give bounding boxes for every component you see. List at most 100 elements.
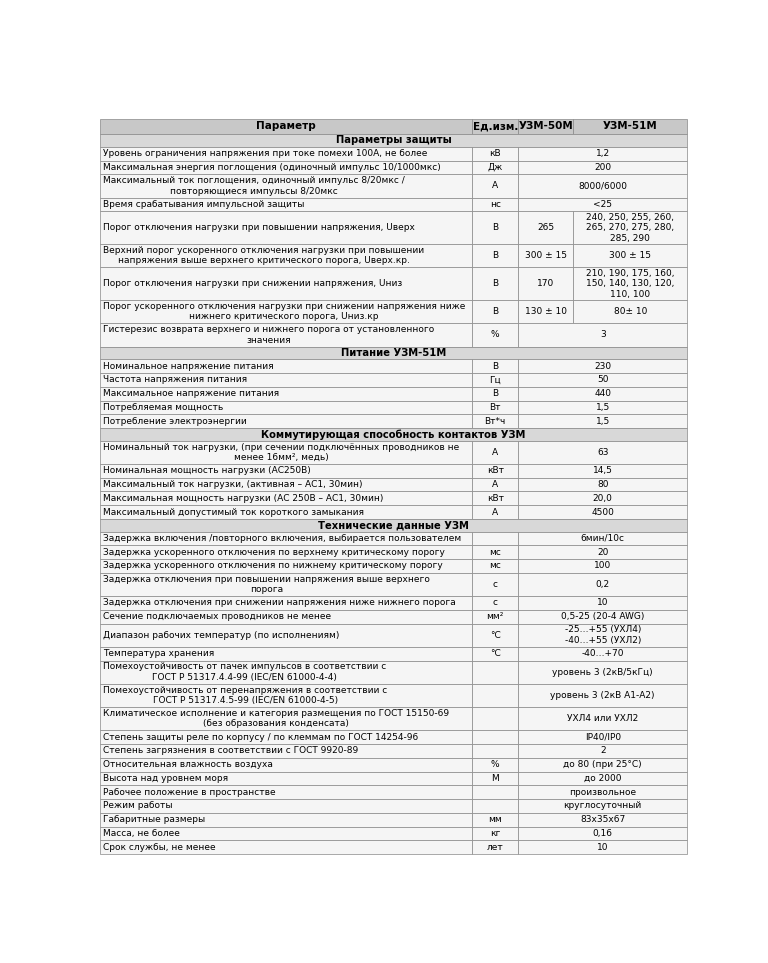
- Bar: [100, 441, 472, 464]
- Bar: [518, 464, 687, 478]
- Bar: [472, 478, 518, 491]
- Text: Вт*ч: Вт*ч: [485, 417, 506, 426]
- Text: 1,2: 1,2: [596, 149, 610, 158]
- Bar: [472, 841, 518, 854]
- Text: мс: мс: [489, 561, 502, 570]
- Bar: [100, 211, 472, 244]
- Text: Технические данные УЗМ: Технические данные УЗМ: [318, 520, 469, 531]
- Text: Коммутирующая способность контактов УЗМ: Коммутирующая способность контактов УЗМ: [261, 429, 526, 439]
- Bar: [100, 401, 472, 414]
- Bar: [518, 478, 687, 491]
- Text: 10: 10: [597, 598, 608, 608]
- Bar: [518, 118, 574, 134]
- Bar: [100, 464, 472, 478]
- Bar: [100, 373, 472, 387]
- Text: В: В: [492, 279, 498, 288]
- Text: 230: 230: [594, 362, 611, 371]
- Text: 4500: 4500: [591, 508, 614, 516]
- Text: 210, 190, 175, 160,
150, 140, 130, 120,
110, 100: 210, 190, 175, 160, 150, 140, 130, 120, …: [586, 269, 674, 299]
- Text: 50: 50: [597, 376, 608, 384]
- Text: Климатическое исполнение и категория размещения по ГОСТ 15150-69
(без образовани: Климатическое исполнение и категория раз…: [103, 709, 449, 728]
- Text: А: А: [492, 508, 498, 516]
- Bar: [518, 359, 687, 373]
- Text: до 80 (при 25°С): до 80 (при 25°С): [564, 760, 642, 769]
- Bar: [518, 441, 687, 464]
- Bar: [472, 758, 518, 771]
- Text: °С: °С: [490, 649, 501, 658]
- Text: уровень 3 (2кВ/5кГц): уровень 3 (2кВ/5кГц): [552, 667, 653, 677]
- Bar: [100, 730, 472, 744]
- Text: Потребляемая мощность: Потребляемая мощность: [103, 403, 223, 412]
- Bar: [100, 661, 472, 684]
- Text: %: %: [491, 330, 499, 340]
- Text: 14,5: 14,5: [593, 466, 613, 476]
- Bar: [472, 813, 518, 826]
- Bar: [518, 596, 687, 610]
- Text: 200: 200: [594, 163, 611, 172]
- Bar: [574, 211, 687, 244]
- Text: УЗМ-50М: УЗМ-50М: [518, 121, 573, 131]
- Bar: [518, 573, 687, 596]
- Text: 100: 100: [594, 561, 611, 570]
- Text: Максимальный ток нагрузки, (активная – АС1, 30мин): Максимальный ток нагрузки, (активная – А…: [103, 480, 362, 489]
- Bar: [100, 684, 472, 707]
- Bar: [100, 771, 472, 785]
- Bar: [100, 744, 472, 758]
- Bar: [518, 841, 687, 854]
- Text: Высота над уровнем моря: Высота над уровнем моря: [103, 774, 228, 783]
- Text: Время срабатывания импульсной защиты: Время срабатывания импульсной защиты: [103, 200, 304, 209]
- Bar: [100, 478, 472, 491]
- Bar: [472, 596, 518, 610]
- Bar: [100, 610, 472, 624]
- Bar: [518, 211, 574, 244]
- Bar: [472, 506, 518, 519]
- Text: Порог отключения нагрузки при повышении напряжения, Uверх: Порог отключения нагрузки при повышении …: [103, 223, 415, 232]
- Bar: [100, 841, 472, 854]
- Bar: [574, 118, 687, 134]
- Bar: [472, 146, 518, 161]
- Bar: [472, 661, 518, 684]
- Bar: [100, 826, 472, 841]
- Text: Режим работы: Режим работы: [103, 801, 173, 811]
- Text: Масса, не более: Масса, не более: [103, 829, 180, 838]
- Bar: [472, 118, 518, 134]
- Bar: [518, 813, 687, 826]
- Text: Температура хранения: Температура хранения: [103, 649, 214, 658]
- Bar: [472, 387, 518, 401]
- Bar: [518, 785, 687, 799]
- Text: 83х35х67: 83х35х67: [580, 815, 625, 824]
- Bar: [100, 799, 472, 813]
- Text: IP40/IP0: IP40/IP0: [584, 733, 621, 742]
- Bar: [472, 373, 518, 387]
- Text: 6мин/10с: 6мин/10с: [581, 534, 624, 543]
- Text: 63: 63: [597, 448, 608, 456]
- Text: Ед.изм.: Ед.изм.: [472, 121, 518, 131]
- Bar: [100, 573, 472, 596]
- Bar: [472, 647, 518, 661]
- Text: произвольное: произвольное: [569, 788, 637, 796]
- Text: 0,2: 0,2: [596, 580, 610, 589]
- Bar: [100, 596, 472, 610]
- Bar: [518, 491, 687, 506]
- Bar: [472, 244, 518, 268]
- Bar: [518, 414, 687, 428]
- Text: Номинальная мощность нагрузки (АС250В): Номинальная мощность нагрузки (АС250В): [103, 466, 311, 476]
- Text: мм²: мм²: [487, 612, 504, 621]
- Bar: [472, 161, 518, 174]
- Bar: [472, 799, 518, 813]
- Text: В: В: [492, 251, 498, 260]
- Bar: [472, 211, 518, 244]
- Text: 300 ± 15: 300 ± 15: [609, 251, 651, 260]
- Bar: [518, 373, 687, 387]
- Text: Степень загрязнения в соответствии с ГОСТ 9920-89: Степень загрязнения в соответствии с ГОС…: [103, 746, 358, 755]
- Text: нс: нс: [490, 200, 501, 209]
- Bar: [518, 324, 687, 347]
- Text: кВт: кВт: [487, 494, 504, 503]
- Bar: [472, 401, 518, 414]
- Text: лет: лет: [487, 843, 504, 851]
- Text: 3: 3: [600, 330, 606, 340]
- Text: до 2000: до 2000: [584, 774, 621, 783]
- Text: Параметры защиты: Параметры защиты: [336, 136, 452, 145]
- Text: Помехоустойчивость от пачек импульсов в соответствии с
ГОСТ Р 51317.4.4-99 (IEC/: Помехоустойчивость от пачек импульсов в …: [103, 663, 386, 682]
- Bar: [472, 174, 518, 197]
